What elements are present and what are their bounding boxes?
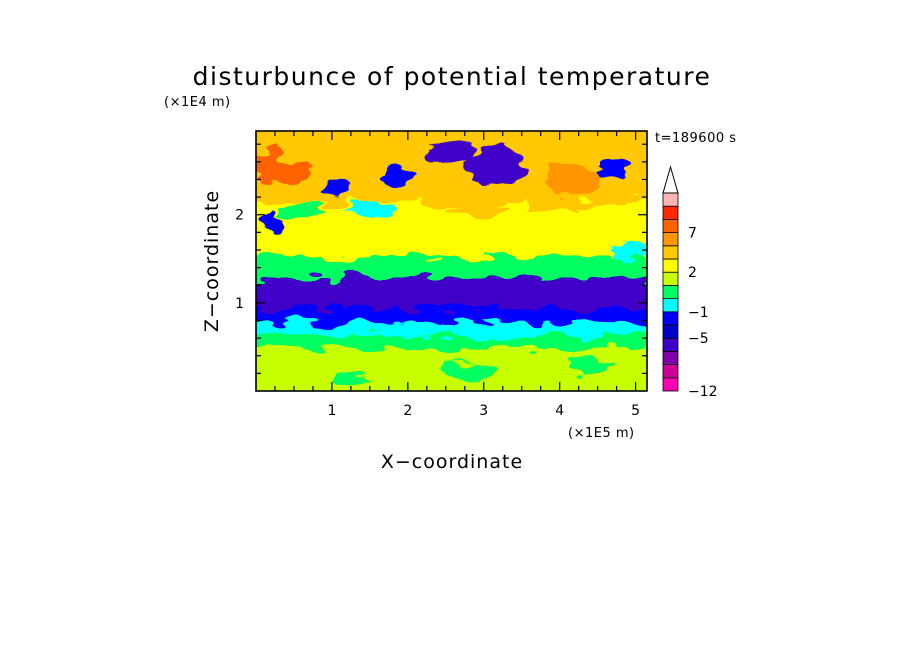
y-tick-label: 1 — [235, 296, 244, 312]
field-cell-6 — [278, 144, 325, 162]
y-axis-ticks: 12 — [235, 143, 647, 374]
x-tick-label: 5 — [631, 403, 640, 419]
x-axis-ticks: 1 2 3 4 5 — [274, 131, 640, 419]
field-cell-5 — [597, 160, 629, 182]
field-cell-14 — [567, 357, 613, 376]
field-cell-1 — [466, 146, 525, 186]
colorbar: −12−5−127 — [662, 165, 718, 400]
field-cell-15 — [259, 210, 283, 237]
chart-title: disturbunce of potential temperature — [193, 62, 712, 91]
field-cell-2 — [385, 164, 416, 186]
colorbar-extend-arrow — [662, 165, 679, 194]
colorbar-swatch — [662, 258, 679, 273]
colorbar-swatch — [662, 271, 679, 286]
field-cell-0 — [425, 137, 474, 166]
colorbar-swatch — [662, 192, 679, 207]
field-cell-11 — [609, 241, 647, 259]
x-unit-label: (×1E5 m) — [568, 426, 635, 441]
colorbar-swatch — [662, 324, 679, 339]
colorbar-swatch — [662, 218, 679, 233]
x-tick-label: 2 — [403, 403, 412, 419]
field-cell-10 — [278, 203, 325, 218]
field-cell-8 — [445, 201, 507, 220]
field-cell-12 — [442, 362, 496, 381]
contour-features — [256, 137, 647, 385]
y-tick-label: 2 — [235, 208, 244, 224]
colorbar-label: −5 — [688, 331, 709, 347]
field-cell-9 — [343, 203, 397, 218]
field-cell-4 — [548, 161, 602, 198]
colorbar-swatch — [662, 364, 679, 379]
colorbar-label: 7 — [688, 226, 697, 242]
colorbar-swatch — [662, 311, 679, 326]
y-axis-label: Z−coordinate — [201, 190, 223, 332]
colorbar-label: 2 — [688, 265, 697, 281]
y-unit-label: (×1E4 m) — [164, 95, 231, 110]
x-axis-label: X−coordinate — [381, 451, 523, 473]
colorbar-swatch — [662, 284, 679, 299]
colorbar-swatch — [662, 205, 679, 220]
field-cell-7 — [525, 198, 579, 213]
contour-field — [256, 131, 647, 391]
field-cell-16 — [510, 137, 549, 155]
x-tick-label: 3 — [479, 403, 488, 419]
colorbar-swatch — [662, 298, 679, 313]
colorbar-swatch — [662, 245, 679, 260]
x-tick-label: 1 — [327, 403, 336, 419]
colorbar-label: −12 — [688, 384, 718, 400]
timestamp-label: t=189600 s — [655, 131, 737, 146]
plot-frame — [255, 130, 648, 392]
colorbar-swatch — [662, 337, 679, 352]
x-tick-label: 4 — [555, 403, 564, 419]
colorbar-swatch — [662, 232, 679, 247]
field-cell-13 — [328, 370, 367, 385]
field-cell-17 — [324, 179, 355, 198]
colorbar-swatch — [662, 377, 679, 392]
colorbar-label: −1 — [688, 305, 709, 321]
colorbar-swatch — [662, 350, 679, 365]
